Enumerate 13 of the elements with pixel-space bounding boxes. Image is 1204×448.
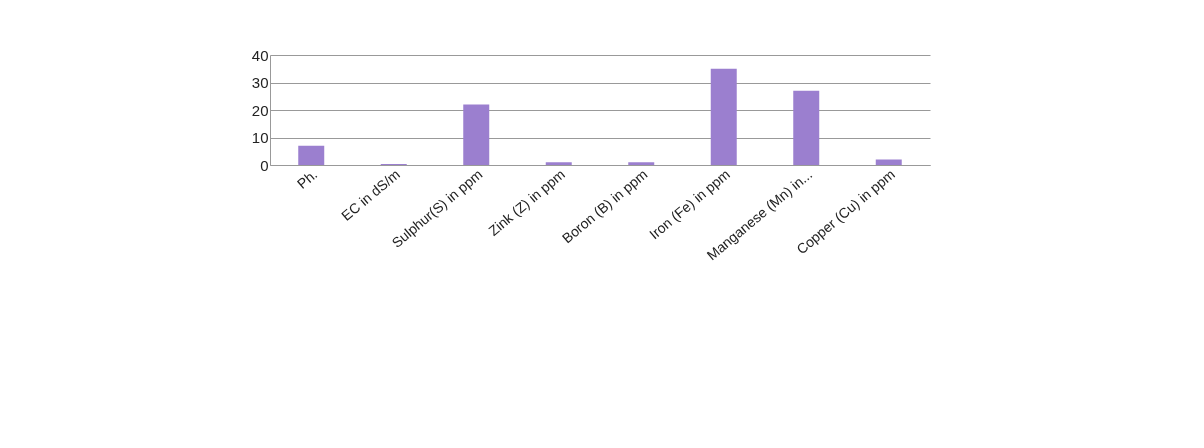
y-tick-label: 40 [251,46,269,64]
x-tick-label: Ph. [293,165,321,192]
bar [793,90,820,165]
bar [628,162,655,165]
bar [298,145,325,165]
bar [710,68,737,165]
y-tick-label: 0 [260,156,269,174]
bar [463,104,490,165]
bar [875,159,902,165]
y-tick-label: 30 [251,74,269,91]
y-tick-label: 20 [251,101,269,119]
y-tick-label: 10 [251,129,269,146]
bar [545,162,572,165]
